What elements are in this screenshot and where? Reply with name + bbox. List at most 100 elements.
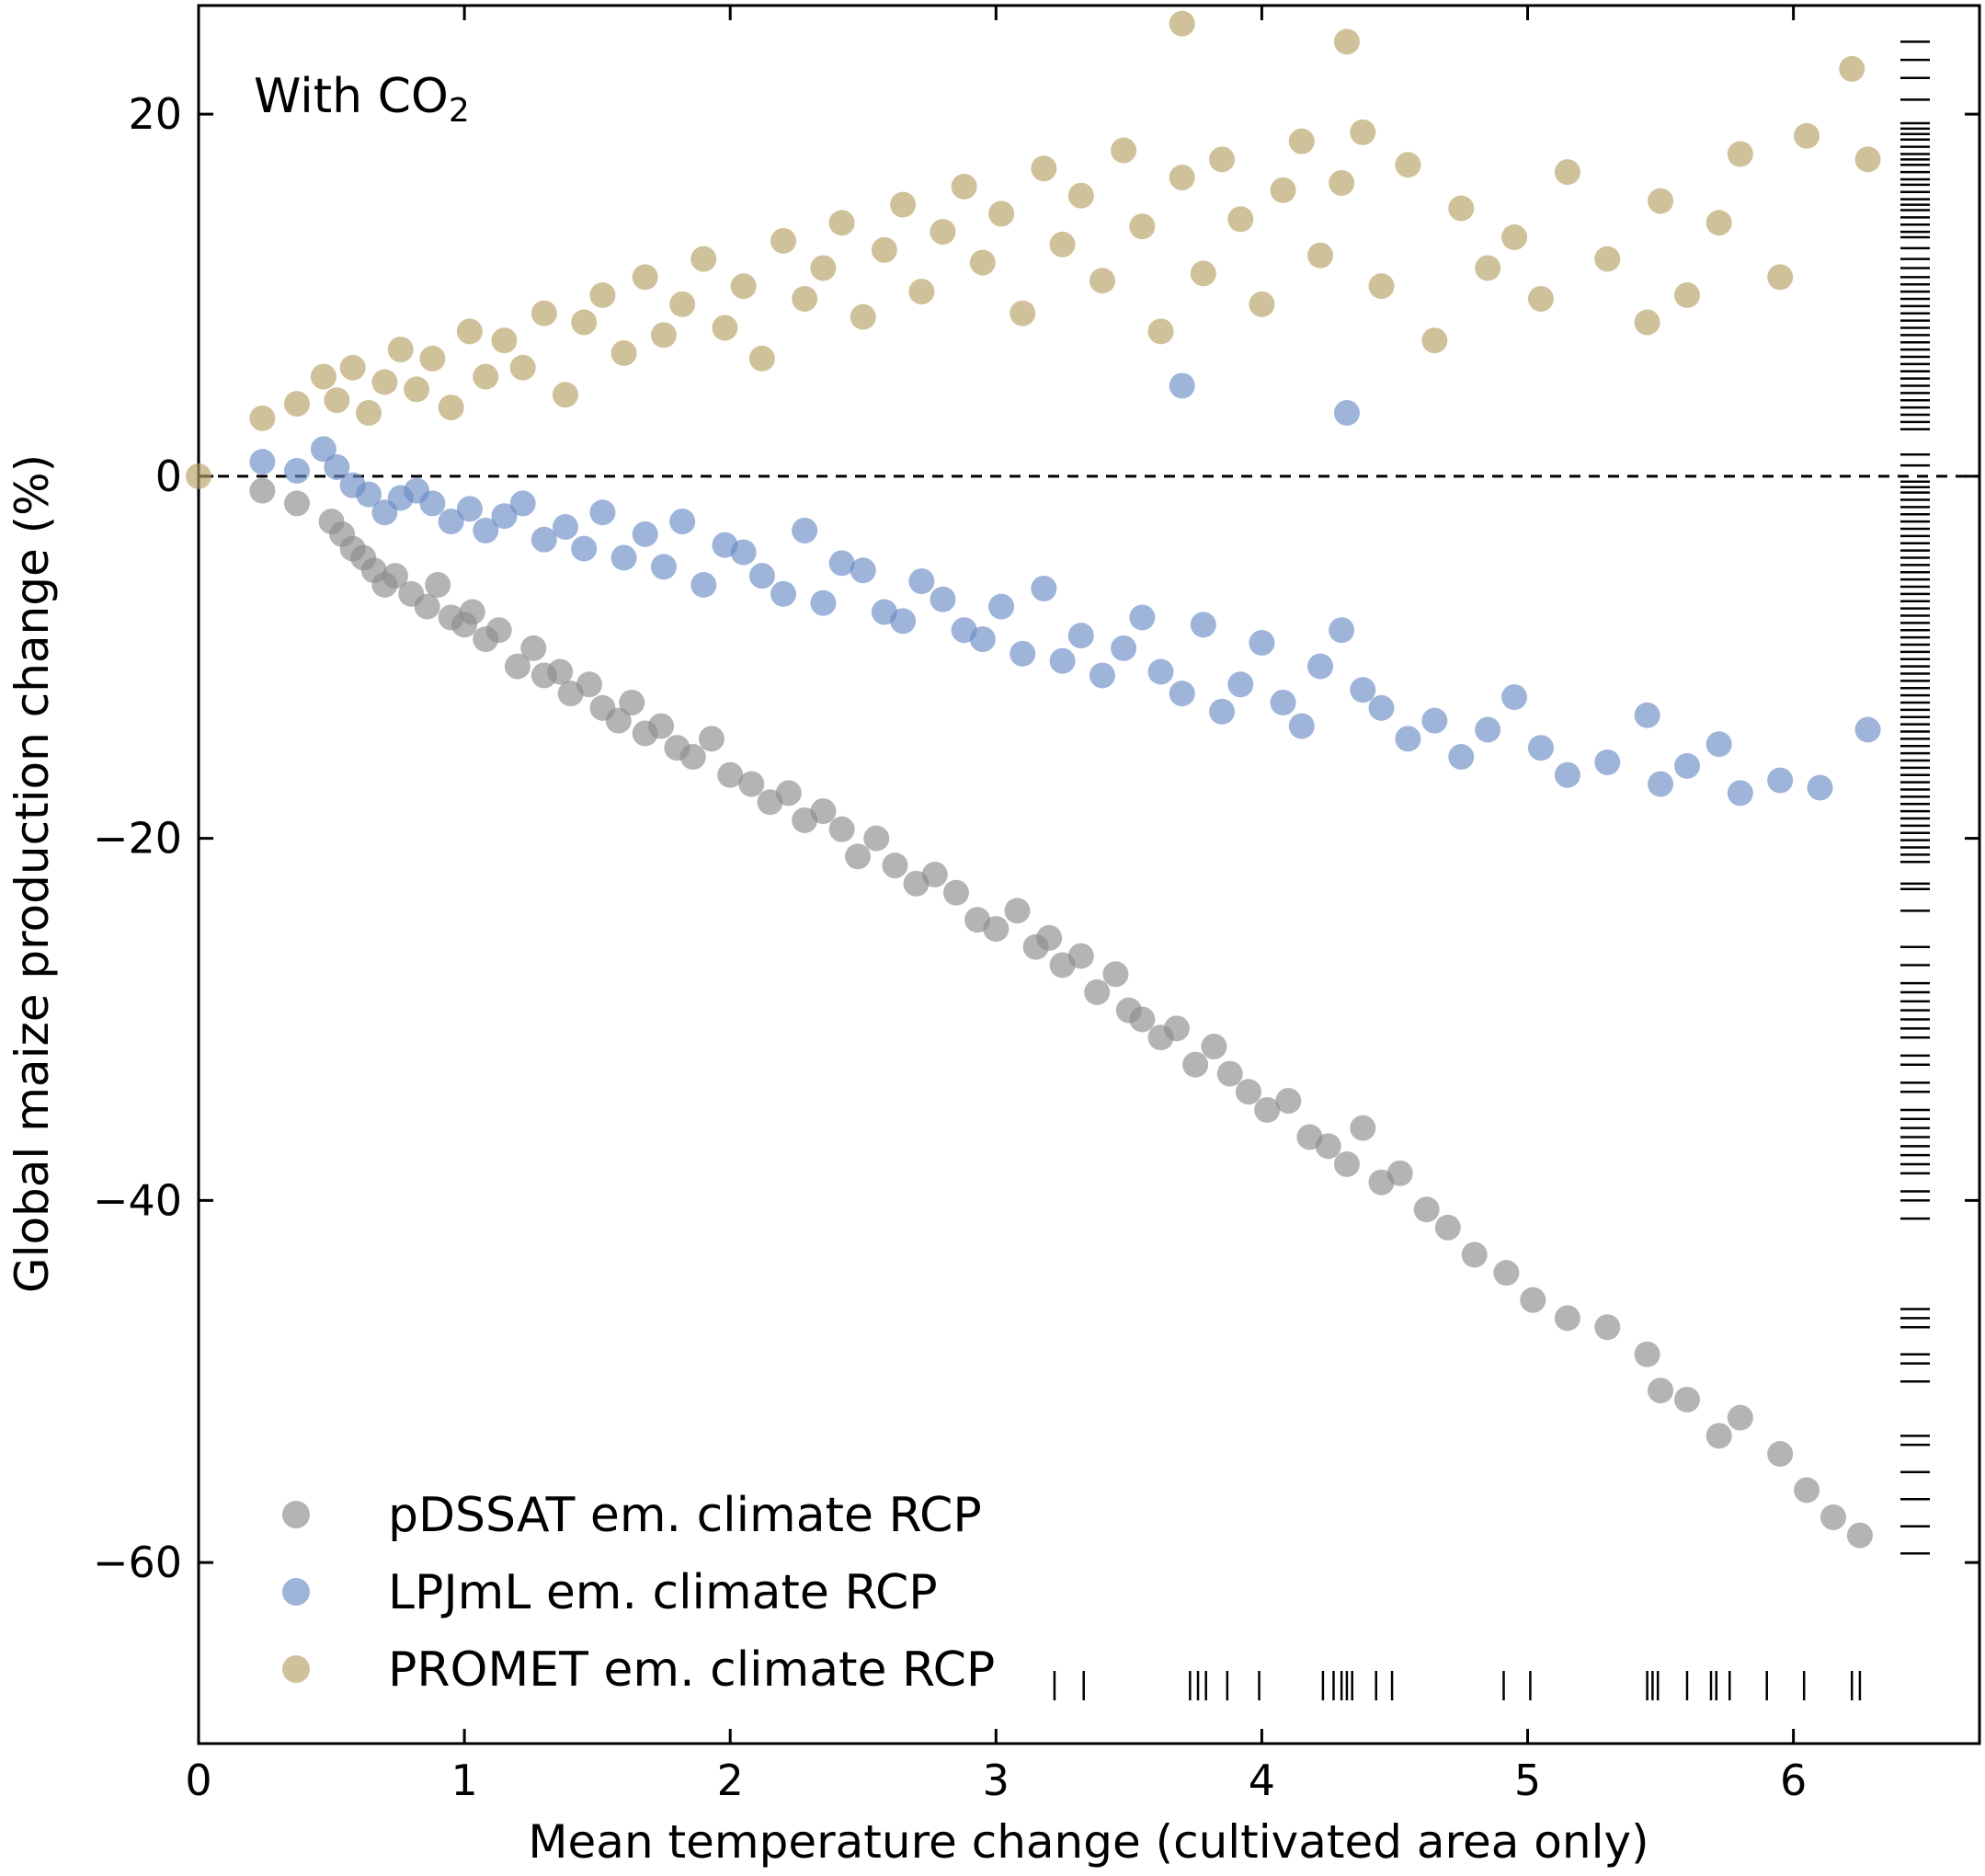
annotation-subscript: 2 (449, 92, 470, 130)
data-point (589, 282, 616, 308)
data-point (1201, 1034, 1227, 1060)
data-point (1767, 1441, 1794, 1467)
data-point (810, 798, 837, 825)
x-tick-label: 3 (983, 1756, 1010, 1805)
data-point (1102, 961, 1129, 988)
data-point (1594, 246, 1621, 272)
y-tick-label: −40 (93, 1175, 182, 1225)
data-point (1270, 689, 1296, 715)
data-point (356, 399, 382, 426)
data-point (1594, 1314, 1621, 1341)
data-point (1368, 273, 1395, 300)
data-point (571, 309, 598, 336)
data-point (473, 517, 499, 543)
data-point (1129, 213, 1156, 240)
data-point (1820, 1504, 1846, 1530)
data-point (1169, 10, 1195, 37)
y-tick-label: −60 (93, 1538, 182, 1587)
data-point (1634, 702, 1660, 728)
data-point (1084, 978, 1111, 1005)
data-point (576, 671, 602, 698)
data-point (1527, 735, 1554, 761)
data-point (1350, 1115, 1376, 1141)
data-point (1395, 152, 1421, 178)
data-point (890, 608, 917, 635)
data-point (921, 862, 948, 887)
data-point (552, 514, 578, 540)
data-point (951, 173, 977, 200)
data-point (1434, 1214, 1461, 1241)
data-point (324, 454, 350, 481)
data-point (509, 354, 536, 381)
data-point (1049, 231, 1076, 257)
data-point (1169, 372, 1195, 399)
data-point (690, 246, 717, 272)
y-axis: −60 −40 −20 0 20 (93, 89, 1979, 1587)
data-point (698, 726, 724, 752)
data-point (632, 264, 658, 291)
data-point (1448, 195, 1475, 222)
data-point (1333, 399, 1360, 426)
data-point (1004, 898, 1031, 924)
data-point (1448, 744, 1475, 771)
data-point (669, 291, 696, 317)
data-point (530, 300, 557, 326)
data-point (1350, 119, 1376, 145)
data-point (404, 376, 430, 403)
data-point (1049, 647, 1076, 674)
data-point (1169, 681, 1195, 707)
data-point (828, 816, 855, 842)
data-point (1794, 122, 1820, 149)
data-point (1031, 575, 1057, 601)
data-point (509, 490, 536, 517)
data-point (283, 457, 310, 484)
data-point (1854, 146, 1881, 173)
data-point (1067, 182, 1094, 209)
data-point (908, 279, 935, 305)
data-point (930, 586, 956, 612)
data-point (1673, 752, 1700, 779)
data-point (632, 520, 658, 547)
data-point (770, 227, 797, 254)
data-point (1129, 1006, 1156, 1033)
data-point (1333, 1151, 1360, 1177)
data-point (1182, 1051, 1209, 1078)
data-point (1010, 640, 1036, 667)
x-tick-label: 5 (1514, 1756, 1541, 1805)
data-point (310, 436, 337, 463)
data-point (1235, 1079, 1261, 1105)
data-point (1846, 1522, 1873, 1549)
data-point (1307, 653, 1334, 680)
data-point (371, 369, 398, 395)
data-point (459, 599, 485, 625)
data-point (730, 273, 757, 300)
data-point (792, 517, 818, 543)
data-point (485, 617, 512, 644)
data-point (520, 635, 547, 661)
data-point (748, 563, 775, 589)
annotation-text: With CO (254, 69, 449, 124)
data-point (1254, 1096, 1281, 1123)
data-point (1794, 1477, 1820, 1504)
co2-annotation: With CO2 (254, 69, 470, 130)
data-point (1031, 155, 1057, 182)
data-point (775, 780, 802, 806)
data-point (1190, 260, 1216, 287)
x-tick-label: 6 (1780, 1756, 1807, 1805)
legend-marker (282, 1501, 310, 1528)
data-point (908, 568, 935, 595)
data-point (552, 382, 578, 408)
data-point (456, 318, 483, 345)
data-point (648, 713, 675, 739)
data-point (1673, 282, 1700, 308)
data-point (1350, 677, 1376, 704)
legend-label: LPJmL em. climate RCP (388, 1565, 938, 1620)
data-point (748, 345, 775, 372)
data-point (1067, 943, 1094, 969)
data-point (988, 200, 1015, 227)
data-point (1413, 1196, 1440, 1223)
data-point (1634, 1341, 1660, 1367)
data-point (1594, 749, 1621, 775)
data-point (1854, 716, 1881, 743)
data-point (1111, 635, 1137, 661)
